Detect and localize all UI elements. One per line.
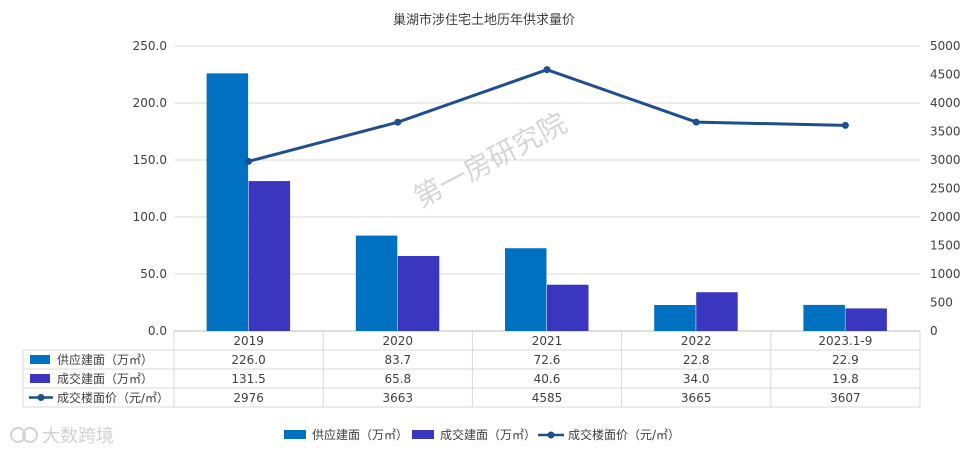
legend-label: 供应建面（万㎡）: [312, 427, 408, 442]
right-axis-tick-label: 4500: [930, 68, 961, 82]
chart-title: 巢湖市涉住宅土地历年供求量价: [393, 12, 575, 28]
left-axis: 0.0 50.0 100.0 150.0 200.0 250.0: [133, 39, 167, 338]
left-axis-tick-label: 50.0: [140, 267, 167, 281]
data-label: 131.5: [231, 372, 265, 386]
right-axis: 0 500 1000 1500 2000 2500 3000 3500 4000 4500 5000: [930, 39, 961, 338]
data-label: 4585: [532, 391, 563, 405]
data-label: 40.6: [534, 372, 561, 386]
right-axis-tick-label: 0: [930, 324, 938, 338]
bar: [206, 73, 249, 332]
data-label: 34.0: [683, 372, 710, 386]
table-series-name: 供应建面（万㎡）: [57, 352, 153, 367]
data-table: 2019 2020 2021 2022 2023.1-9 供应建面（万㎡） 226.0 83.…: [22, 331, 921, 408]
data-label: 22.9: [832, 353, 859, 367]
corner-logo: 大数跨境: [10, 426, 114, 447]
data-label: 65.8: [384, 372, 411, 386]
right-axis-tick-label: 2500: [930, 182, 961, 196]
data-label: 3663: [383, 391, 414, 405]
table-legend-key: [30, 374, 50, 383]
gridlines: [174, 45, 920, 332]
legend-key: [412, 430, 434, 439]
right-axis-tick-label: 5000: [930, 39, 961, 53]
line-series: [245, 66, 849, 165]
category-label: 2023.1-9: [818, 334, 872, 348]
bar: [845, 308, 887, 331]
logo-icon: [10, 427, 26, 443]
legend-label: 成交楼面价（元/㎡）: [568, 427, 680, 442]
data-label: 3607: [830, 391, 861, 405]
category-label: 2020: [383, 334, 414, 348]
left-axis-tick-label: 150.0: [133, 153, 167, 167]
corner-logo-text: 大数跨境: [42, 426, 114, 447]
left-axis-tick-label: 0.0: [148, 324, 167, 338]
category-label: 2019: [233, 334, 264, 348]
data-label: 22.8: [683, 353, 710, 367]
table-series-name: 成交建面（万㎡）: [57, 371, 153, 386]
data-label: 226.0: [231, 353, 265, 367]
bar: [547, 284, 589, 331]
bars: [206, 73, 887, 332]
line-point: [692, 118, 700, 126]
bar: [803, 304, 845, 331]
bar: [696, 292, 738, 331]
legend-key-marker: [547, 431, 555, 439]
left-axis-tick-label: 100.0: [133, 210, 167, 224]
right-axis-tick-label: 2000: [930, 210, 961, 224]
right-axis-tick-label: 3500: [930, 125, 961, 139]
line-point: [543, 66, 551, 74]
data-label: 83.7: [384, 353, 411, 367]
bar: [355, 235, 398, 331]
line-point: [394, 118, 402, 126]
table-series-name: 成交楼面价（元/㎡）: [57, 390, 169, 405]
category-label: 2021: [532, 334, 563, 348]
line-point: [841, 121, 849, 129]
line-point: [245, 157, 253, 165]
bar: [248, 181, 291, 331]
bar: [505, 248, 547, 331]
left-axis-tick-label: 250.0: [133, 39, 167, 53]
right-axis-tick-label: 3000: [930, 153, 961, 167]
legend-label: 成交建面（万㎡）: [440, 427, 536, 442]
bar: [397, 255, 440, 331]
left-axis-tick-label: 200.0: [133, 96, 167, 110]
table-legend-key-marker: [37, 394, 45, 401]
data-label: 3665: [681, 391, 712, 405]
table-legend-key: [30, 355, 50, 364]
legend-key: [284, 430, 306, 439]
right-axis-tick-label: 1000: [930, 267, 961, 281]
data-label: 2976: [233, 391, 264, 405]
right-axis-tick-label: 1500: [930, 239, 961, 253]
logo-icon-2: [22, 427, 38, 443]
category-label: 2022: [681, 334, 712, 348]
data-label: 19.8: [832, 372, 859, 386]
bar: [654, 305, 696, 331]
data-label: 72.6: [534, 353, 561, 367]
legend: 供应建面（万㎡） 成交建面（万㎡） 成交楼面价（元/㎡）: [284, 427, 680, 442]
right-axis-tick-label: 500: [930, 296, 953, 310]
right-axis-tick-label: 4000: [930, 96, 961, 110]
